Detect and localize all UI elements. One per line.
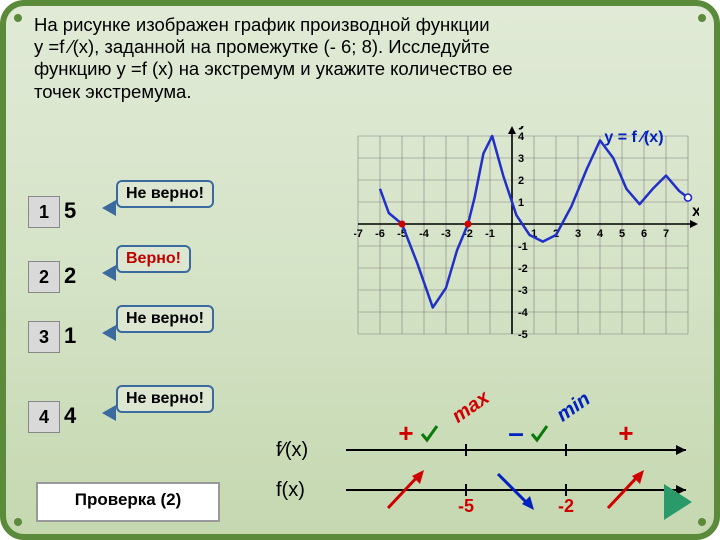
svg-text:+: + bbox=[398, 418, 413, 448]
corner-dot bbox=[698, 518, 706, 526]
svg-text:-5: -5 bbox=[518, 329, 528, 341]
problem-line: На рисунке изображен график производной … bbox=[34, 14, 694, 36]
slide-frame: На рисунке изображен график производной … bbox=[0, 0, 720, 540]
svg-text:-4: -4 bbox=[518, 307, 529, 319]
answer-value: 4 bbox=[64, 403, 76, 429]
answer-value: 5 bbox=[64, 198, 76, 224]
svg-text:-1: -1 bbox=[485, 228, 495, 240]
svg-text:у: у bbox=[518, 126, 527, 130]
svg-text:у = f ⁄(x): у = f ⁄(x) bbox=[604, 129, 663, 146]
feedback-callout: Не верно! bbox=[116, 385, 214, 413]
svg-text:-3: -3 bbox=[518, 285, 528, 297]
answer-value: 2 bbox=[64, 263, 76, 289]
problem-line: функцию y =f (x) на экстремум и укажите … bbox=[34, 58, 694, 80]
svg-text:-4: -4 bbox=[419, 228, 430, 240]
feedback-callout: Не верно! bbox=[116, 305, 214, 333]
corner-dot bbox=[698, 14, 706, 22]
svg-text:-6: -6 bbox=[375, 228, 385, 240]
svg-text:х: х bbox=[692, 203, 699, 220]
check-button[interactable]: Проверка (2) bbox=[36, 482, 220, 522]
svg-text:f(x): f(x) bbox=[276, 479, 305, 501]
svg-text:-5: -5 bbox=[458, 496, 474, 516]
svg-text:4: 4 bbox=[518, 131, 525, 143]
callout-tail bbox=[102, 200, 116, 216]
svg-text:3: 3 bbox=[575, 228, 581, 240]
feedback-callout: Верно! bbox=[116, 245, 191, 273]
next-arrow-icon[interactable] bbox=[664, 484, 692, 520]
problem-line: точек экстремума. bbox=[34, 81, 694, 103]
answer-value: 1 bbox=[64, 323, 76, 349]
answer-option-3[interactable]: 3 bbox=[28, 321, 60, 353]
svg-text:5: 5 bbox=[619, 228, 625, 240]
problem-line: y =f ⁄(x), заданной на промежутке (- 6; … bbox=[34, 36, 694, 58]
problem-text: На рисунке изображен график производной … bbox=[34, 14, 694, 103]
svg-text:-2: -2 bbox=[518, 263, 528, 275]
graph-svg: -7-6-5-4-3-2-112345674321-1-2-3-4-5уху =… bbox=[354, 126, 699, 366]
corner-dot bbox=[14, 14, 22, 22]
feedback-callout: Не верно! bbox=[116, 180, 214, 208]
svg-text:1: 1 bbox=[518, 197, 524, 209]
sign-table: f⁄(x)f(x)-5-2+–+ max min bbox=[266, 400, 696, 520]
svg-text:–: – bbox=[508, 417, 524, 448]
callout-tail bbox=[102, 325, 116, 341]
callout-tail bbox=[102, 265, 116, 281]
svg-text:3: 3 bbox=[518, 153, 524, 165]
svg-text:-1: -1 bbox=[518, 241, 528, 253]
answer-option-4[interactable]: 4 bbox=[28, 401, 60, 433]
graph-area: -7-6-5-4-3-2-112345674321-1-2-3-4-5уху =… bbox=[354, 126, 699, 366]
svg-text:-2: -2 bbox=[558, 496, 574, 516]
svg-text:-7: -7 bbox=[354, 228, 363, 240]
svg-text:2: 2 bbox=[518, 175, 524, 187]
svg-text:6: 6 bbox=[641, 228, 647, 240]
sign-svg: f⁄(x) f(x) -5 -2 + – + bbox=[266, 400, 696, 520]
corner-dot bbox=[14, 518, 22, 526]
answer-option-1[interactable]: 1 bbox=[28, 196, 60, 228]
svg-text:f⁄(x): f⁄(x) bbox=[276, 439, 308, 461]
callout-tail bbox=[102, 405, 116, 421]
svg-text:7: 7 bbox=[663, 228, 669, 240]
svg-text:-3: -3 bbox=[441, 228, 451, 240]
answer-option-2[interactable]: 2 bbox=[28, 261, 60, 293]
svg-text:4: 4 bbox=[597, 228, 604, 240]
svg-text:+: + bbox=[618, 418, 633, 448]
